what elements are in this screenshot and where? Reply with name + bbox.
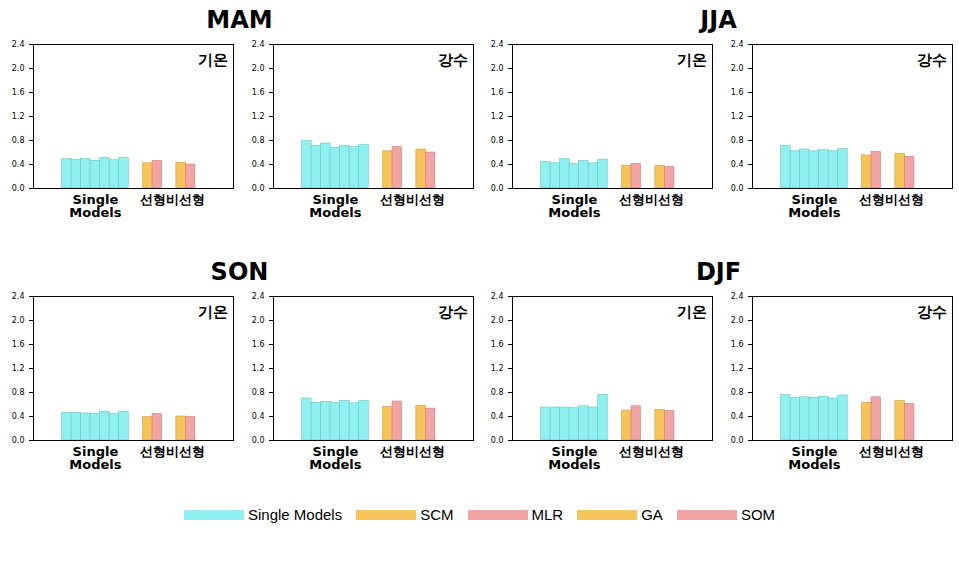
svg-text:0.4: 0.4	[11, 160, 24, 169]
svg-text:기온: 기온	[676, 51, 706, 69]
svg-text:2.0: 2.0	[251, 64, 264, 73]
html-text:MLR: MLR	[531, 506, 564, 523]
svg-text:0.8: 0.8	[490, 136, 503, 145]
svg-text:비선형: 비선형	[645, 444, 684, 459]
svg-text:2.4: 2.4	[730, 40, 743, 49]
svg-text:0.0: 0.0	[251, 436, 264, 445]
svg-text:선형: 선형	[139, 192, 165, 207]
svg-text:1.2: 1.2	[490, 364, 503, 373]
svg-text:2.0: 2.0	[251, 316, 264, 325]
svg-text:강수: 강수	[916, 51, 946, 69]
svg-text:기온: 기온	[197, 303, 227, 321]
svg-text:SingleModels: SingleModels	[69, 444, 121, 472]
svg-text:비선형: 비선형	[406, 444, 445, 459]
svg-text:0.8: 0.8	[11, 388, 24, 397]
svg-text:비선형: 비선형	[406, 192, 445, 207]
svg-text:0.0: 0.0	[11, 436, 24, 445]
svg-text:2.0: 2.0	[490, 316, 503, 325]
svg-text:2.4: 2.4	[251, 292, 264, 301]
svg-text:비선형: 비선형	[885, 444, 924, 459]
svg-text:0.4: 0.4	[11, 412, 24, 421]
svg-text:2.0: 2.0	[730, 64, 743, 73]
svg-text:선형: 선형	[858, 192, 884, 207]
svg-text:SingleModels: SingleModels	[69, 192, 121, 220]
svg-text:SingleModels: SingleModels	[788, 444, 840, 472]
html-text:GA: GA	[641, 506, 663, 523]
svg-text:1.2: 1.2	[11, 364, 24, 373]
svg-text:0.0: 0.0	[11, 184, 24, 193]
html-text:MAM: MAM	[206, 6, 273, 34]
svg-text:선형: 선형	[618, 192, 644, 207]
html-text:SCM: SCM	[420, 506, 454, 523]
svg-text:2.4: 2.4	[490, 40, 503, 49]
svg-text:1.6: 1.6	[730, 340, 743, 349]
svg-text:기온: 기온	[676, 303, 706, 321]
svg-text:0.4: 0.4	[490, 160, 503, 169]
svg-text:0.8: 0.8	[251, 136, 264, 145]
svg-text:0.4: 0.4	[730, 160, 743, 169]
svg-text:SingleModels: SingleModels	[309, 444, 361, 472]
svg-text:2.4: 2.4	[251, 40, 264, 49]
svg-text:0.0: 0.0	[730, 184, 743, 193]
svg-text:선형: 선형	[379, 192, 405, 207]
svg-text:선형: 선형	[139, 444, 165, 459]
svg-text:0.8: 0.8	[251, 388, 264, 397]
svg-text:2.4: 2.4	[730, 292, 743, 301]
svg-text:1.6: 1.6	[490, 88, 503, 97]
svg-text:기온: 기온	[197, 51, 227, 69]
svg-text:2.4: 2.4	[11, 40, 24, 49]
svg-text:1.2: 1.2	[251, 364, 264, 373]
svg-text:1.2: 1.2	[490, 112, 503, 121]
svg-text:0.0: 0.0	[730, 436, 743, 445]
svg-text:0.8: 0.8	[730, 388, 743, 397]
svg-text:2.0: 2.0	[11, 64, 24, 73]
svg-text:2.0: 2.0	[11, 316, 24, 325]
svg-text:0.0: 0.0	[490, 436, 503, 445]
svg-text:0.0: 0.0	[490, 184, 503, 193]
svg-text:2.0: 2.0	[490, 64, 503, 73]
svg-text:0.4: 0.4	[251, 412, 264, 421]
svg-text:2.4: 2.4	[11, 292, 24, 301]
svg-text:1.6: 1.6	[251, 88, 264, 97]
html-text:JJA: JJA	[700, 6, 737, 34]
svg-text:SingleModels: SingleModels	[548, 444, 600, 472]
svg-text:강수: 강수	[916, 303, 946, 321]
svg-text:0.8: 0.8	[11, 136, 24, 145]
svg-text:비선형: 비선형	[645, 192, 684, 207]
svg-text:선형: 선형	[858, 444, 884, 459]
svg-text:0.4: 0.4	[730, 412, 743, 421]
html-text:DJF: DJF	[695, 258, 742, 286]
svg-text:SingleModels: SingleModels	[548, 192, 600, 220]
svg-text:1.6: 1.6	[11, 88, 24, 97]
svg-text:1.2: 1.2	[730, 112, 743, 121]
html-text:SON: SON	[210, 258, 269, 286]
svg-text:1.2: 1.2	[11, 112, 24, 121]
svg-text:SingleModels: SingleModels	[309, 192, 361, 220]
svg-text:비선형: 비선형	[885, 192, 924, 207]
svg-text:선형: 선형	[379, 444, 405, 459]
svg-text:1.6: 1.6	[11, 340, 24, 349]
svg-text:1.2: 1.2	[251, 112, 264, 121]
svg-text:1.6: 1.6	[730, 88, 743, 97]
svg-text:선형: 선형	[618, 444, 644, 459]
svg-text:0.0: 0.0	[251, 184, 264, 193]
svg-text:0.8: 0.8	[490, 388, 503, 397]
svg-text:0.4: 0.4	[251, 160, 264, 169]
svg-text:2.4: 2.4	[490, 292, 503, 301]
svg-text:비선형: 비선형	[166, 444, 205, 459]
svg-text:SingleModels: SingleModels	[788, 192, 840, 220]
svg-text:강수: 강수	[437, 51, 467, 69]
html-text:SOM: SOM	[740, 506, 775, 523]
svg-text:1.6: 1.6	[251, 340, 264, 349]
svg-text:1.6: 1.6	[490, 340, 503, 349]
svg-text:비선형: 비선형	[166, 192, 205, 207]
svg-text:0.8: 0.8	[730, 136, 743, 145]
html-text:Single Models: Single Models	[248, 506, 343, 523]
svg-text:0.4: 0.4	[490, 412, 503, 421]
svg-text:강수: 강수	[437, 303, 467, 321]
svg-text:1.2: 1.2	[730, 364, 743, 373]
svg-text:2.0: 2.0	[730, 316, 743, 325]
